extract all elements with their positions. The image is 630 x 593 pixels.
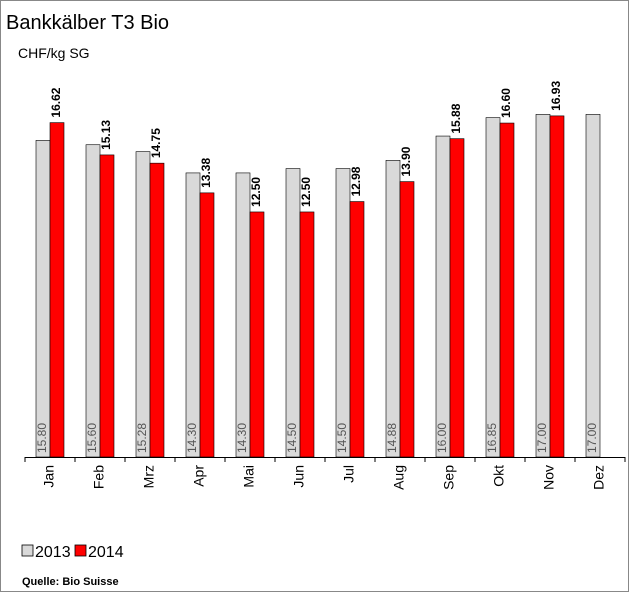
bar — [285, 168, 301, 458]
bar — [99, 154, 115, 458]
bar — [535, 114, 551, 458]
legend-swatch — [74, 544, 87, 557]
legend-label: 2014 — [88, 544, 124, 561]
value-label: 16.93 — [549, 81, 563, 111]
value-label: 12.50 — [249, 177, 263, 207]
x-tick-label: Apr — [191, 465, 207, 487]
x-tick-label: Jun — [291, 465, 307, 488]
x-tick-label: Mai — [241, 465, 257, 488]
bar — [349, 201, 365, 458]
bar — [335, 168, 351, 458]
bar — [249, 211, 265, 458]
x-tick-label: Jan — [41, 465, 57, 488]
value-label: 13.38 — [199, 158, 213, 188]
value-label: 17.00 — [585, 423, 599, 453]
value-label: 15.28 — [135, 423, 149, 453]
bar — [385, 160, 401, 458]
bar — [399, 181, 415, 458]
x-tick-label: Dez — [591, 465, 607, 490]
bar — [299, 211, 315, 458]
x-tick-label: Sep — [441, 465, 457, 490]
value-label: 13.90 — [399, 146, 413, 176]
bar — [435, 135, 451, 458]
value-label: 14.50 — [335, 423, 349, 453]
x-tick-label: Feb — [91, 465, 107, 489]
bar — [585, 114, 601, 458]
value-label: 15.60 — [85, 423, 99, 453]
legend-swatch — [21, 544, 34, 557]
bar — [135, 151, 151, 458]
x-tick-label: Jul — [341, 465, 357, 483]
bar — [149, 162, 165, 458]
x-tick-label: Aug — [391, 465, 407, 490]
bar — [235, 172, 251, 458]
bar — [49, 122, 65, 458]
value-label: 16.85 — [485, 423, 499, 453]
value-label: 16.62 — [49, 87, 63, 117]
bar — [449, 138, 465, 458]
value-label: 17.00 — [535, 423, 549, 453]
value-label: 12.50 — [299, 177, 313, 207]
bar — [199, 192, 215, 458]
chart-title: Bankkälber T3 Bio — [6, 12, 169, 34]
x-tick-label: Nov — [541, 465, 557, 490]
value-label: 15.13 — [99, 120, 113, 150]
bar — [549, 115, 565, 458]
value-label: 16.60 — [499, 88, 513, 118]
bar — [485, 117, 501, 458]
value-label: 14.30 — [235, 423, 249, 453]
bar — [85, 144, 101, 458]
x-tick-label: Okt — [491, 465, 507, 487]
source: Quelle: Bio Suisse — [22, 576, 119, 588]
bar — [185, 172, 201, 458]
bar — [499, 122, 515, 458]
value-label: 12.98 — [349, 166, 363, 196]
value-label: 14.30 — [185, 423, 199, 453]
bar — [35, 140, 51, 458]
value-label: 15.80 — [35, 423, 49, 453]
value-label: 14.88 — [385, 423, 399, 453]
value-label: 15.88 — [449, 103, 463, 133]
value-label: 14.50 — [285, 423, 299, 453]
legend-label: 2013 — [35, 544, 71, 561]
x-tick-label: Mrz — [141, 465, 157, 488]
value-label: 16.00 — [435, 423, 449, 453]
value-label: 14.75 — [149, 128, 163, 158]
chart-subtitle: CHF/kg SG — [18, 45, 90, 61]
